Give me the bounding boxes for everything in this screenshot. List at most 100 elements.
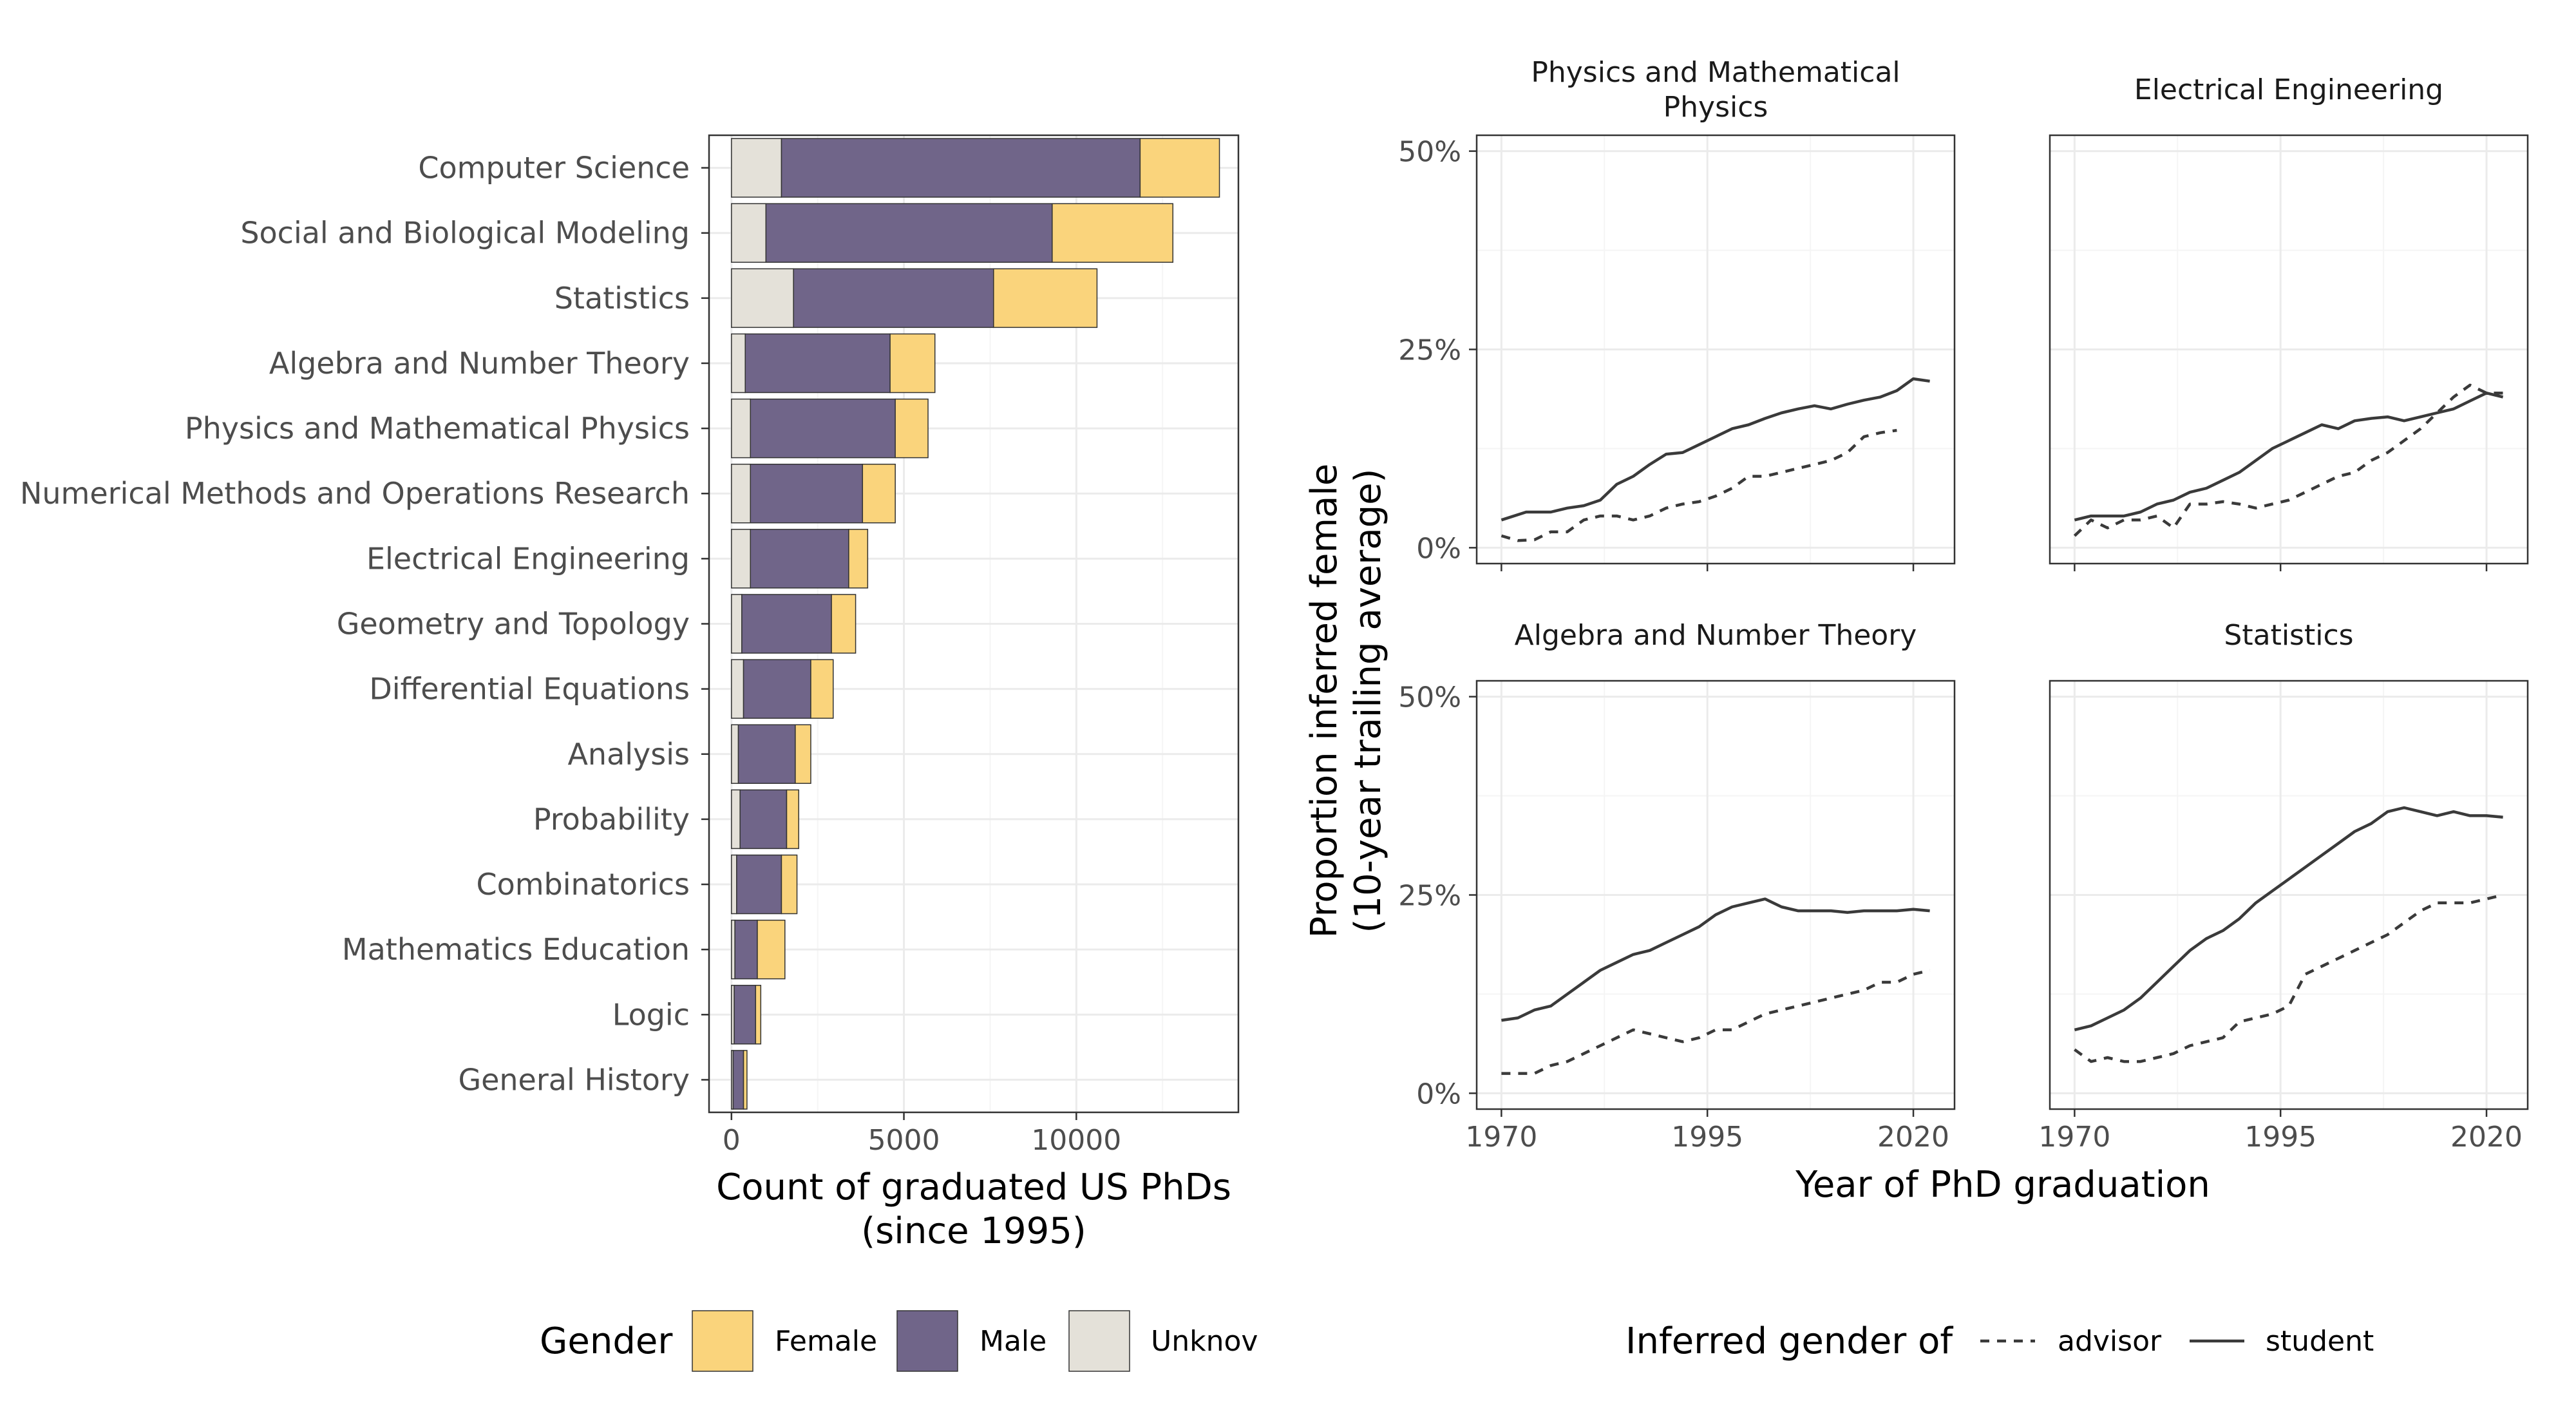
bar-segment-male <box>737 724 796 785</box>
category-label: Electrical Engineering <box>366 541 690 576</box>
facet-x-tick-label: 1970 <box>2038 1121 2110 1154</box>
bar-segment-female <box>1052 203 1174 263</box>
line-advisor <box>1501 428 1897 542</box>
category-label: Physics and Mathematical Physics <box>185 411 690 446</box>
legend-swatch-unknown <box>1068 1310 1130 1372</box>
bar-segment-unknown <box>731 138 782 198</box>
bar-segment-female <box>786 789 799 850</box>
category-label: Probability <box>533 802 690 837</box>
category-label: Differential Equations <box>369 672 690 707</box>
facet-panel: Electrical Engineering <box>2049 73 2529 565</box>
bar-segment-unknown <box>731 919 735 980</box>
bar-segment-female <box>889 333 936 394</box>
bar-segment-female <box>743 1050 748 1110</box>
facet-y-tick-label: 0% <box>1416 1078 1461 1110</box>
bar-segment-female <box>1139 138 1220 198</box>
bar-segment-male <box>793 268 994 328</box>
facet-y-tick-label: 50% <box>1398 136 1461 169</box>
bar-segment-male <box>734 985 757 1045</box>
facet-panel: Statistics <box>2049 619 2529 1110</box>
facet-title: Electrical Engineering <box>2134 73 2443 106</box>
bar-segment-male <box>743 659 811 719</box>
category-label: Analysis <box>567 737 690 772</box>
facet-panel: Algebra and Number Theory <box>1475 619 1956 1110</box>
bar-segment-unknown <box>731 854 737 915</box>
category-label: Numerical Methods and Operations Researc… <box>20 476 690 511</box>
legend-label-female: Female <box>775 1325 877 1358</box>
bar-segment-male <box>765 203 1053 263</box>
bar-chart-x-label-line2: (since 1995) <box>861 1210 1086 1252</box>
bar-segment-male <box>750 463 864 524</box>
bar-chart: Computer Science Social and Biological Mo… <box>20 134 1240 1252</box>
facet-title: Statistics <box>2224 619 2353 652</box>
bar-segment-unknown <box>731 203 767 263</box>
bar-segment-male <box>750 529 849 589</box>
bar-chart-x-label-line1: Count of graduated US PhDs <box>716 1166 1231 1208</box>
line-chart-y-label-line2: (10-year trailing average) <box>1347 469 1389 933</box>
legend-label-unknown: Unknov <box>1151 1325 1258 1358</box>
bar-segment-male <box>734 919 758 980</box>
facet-border <box>2049 134 2529 565</box>
bar-segment-female <box>862 463 896 524</box>
facet-x-tick-label: 2020 <box>2450 1121 2523 1154</box>
bar-segment-male <box>736 854 782 915</box>
line-student <box>1501 897 1930 1022</box>
line-student <box>2074 806 2503 1032</box>
line-chart-axes: 0% 25% 50% 0% 25% 50% 1970 1995 2020 1970 1995 2020 <box>1398 136 2523 1154</box>
facet-title: Algebra and Number Theory <box>1515 619 1917 652</box>
bar-x-tick-label: 5000 <box>868 1124 940 1157</box>
line-student <box>2074 391 2504 522</box>
bar-segment-female <box>757 919 786 980</box>
legend-label-male: Male <box>980 1325 1046 1358</box>
bar-segment-male <box>781 138 1141 198</box>
bar-segment-male <box>739 789 788 850</box>
bar-segment-male <box>741 594 832 654</box>
line-advisor <box>1501 969 1931 1075</box>
category-label: Statistics <box>554 281 690 316</box>
facet-x-tick-label: 1995 <box>1671 1121 1743 1154</box>
category-label: Combinatorics <box>476 867 690 902</box>
line-chart-x-label: Year of PhD graduation <box>1795 1164 2210 1206</box>
bar-segment-unknown <box>731 789 741 850</box>
bar-x-tick-label: 10000 <box>1031 1124 1121 1157</box>
category-label: Algebra and Number Theory <box>269 346 690 381</box>
bar-segment-female <box>895 398 929 459</box>
bar-chart-bars <box>731 138 1220 1110</box>
gender-legend: Gender Female Male Unknov <box>540 1310 1258 1372</box>
bar-segment-female <box>810 659 834 719</box>
legend-swatch-female <box>692 1310 753 1372</box>
bar-segment-male <box>732 1050 744 1110</box>
bar-segment-unknown <box>731 268 794 328</box>
bar-segment-unknown <box>731 398 752 459</box>
bar-x-tick-label: 0 <box>723 1124 741 1157</box>
facet-y-tick-label: 0% <box>1416 532 1461 565</box>
bar-segment-female <box>781 854 798 915</box>
inferred-gender-legend: Inferred gender of advisor student <box>1625 1320 2374 1362</box>
bar-chart-x-ticks: 0 5000 10000 <box>723 1112 1121 1157</box>
facet-y-tick-label: 50% <box>1398 681 1461 714</box>
bar-segment-female <box>795 724 811 785</box>
facet-x-tick-label: 1970 <box>1465 1121 1537 1154</box>
bar-segment-unknown <box>731 529 752 589</box>
legend-label-student: student <box>2266 1325 2374 1358</box>
category-label: Geometry and Topology <box>337 607 690 642</box>
bar-segment-female <box>848 529 869 589</box>
facet-x-tick-label: 1995 <box>2244 1121 2316 1154</box>
category-label: Logic <box>612 997 690 1032</box>
bar-segment-unknown <box>731 333 746 394</box>
gender-legend-title: Gender <box>540 1320 673 1362</box>
facet-y-tick-label: 25% <box>1398 880 1461 913</box>
facet-title: Physics and Mathematical <box>1531 56 1900 89</box>
line-student <box>1501 377 1930 522</box>
bar-segment-female <box>755 985 762 1045</box>
legend-label-advisor: advisor <box>2058 1325 2162 1358</box>
category-label: General History <box>458 1062 690 1097</box>
facet-border <box>2049 680 2529 1110</box>
bar-segment-male <box>750 398 896 459</box>
category-label: Social and Biological Modeling <box>240 216 690 251</box>
facet-y-tick-label: 25% <box>1398 334 1461 367</box>
bar-segment-unknown <box>731 724 739 785</box>
line-chart-y-label: Proportion inferred female (10-year trai… <box>1303 464 1389 938</box>
